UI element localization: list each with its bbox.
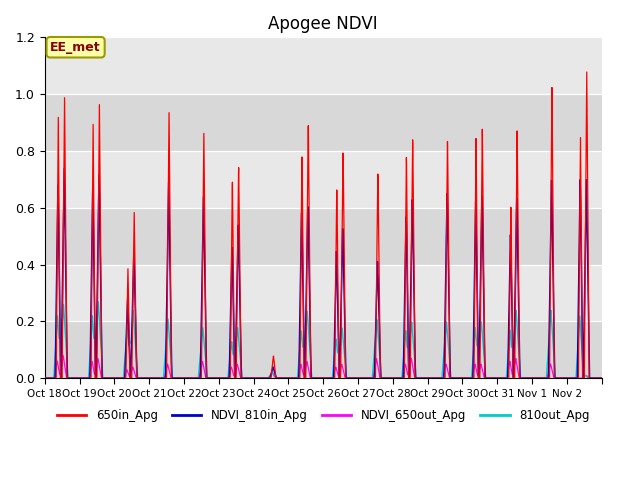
Bar: [45, 322, 602, 378]
Bar: [45, 151, 602, 208]
Bar: [45, 37, 602, 94]
Legend: 650in_Apg, NDVI_810in_Apg, NDVI_650out_Apg, 810out_Apg: 650in_Apg, NDVI_810in_Apg, NDVI_650out_A…: [52, 404, 595, 427]
Text: EE_met: EE_met: [51, 41, 101, 54]
Bar: [45, 94, 602, 151]
Title: Apogee NDVI: Apogee NDVI: [268, 15, 378, 33]
Bar: [45, 208, 602, 264]
Bar: [45, 264, 602, 322]
